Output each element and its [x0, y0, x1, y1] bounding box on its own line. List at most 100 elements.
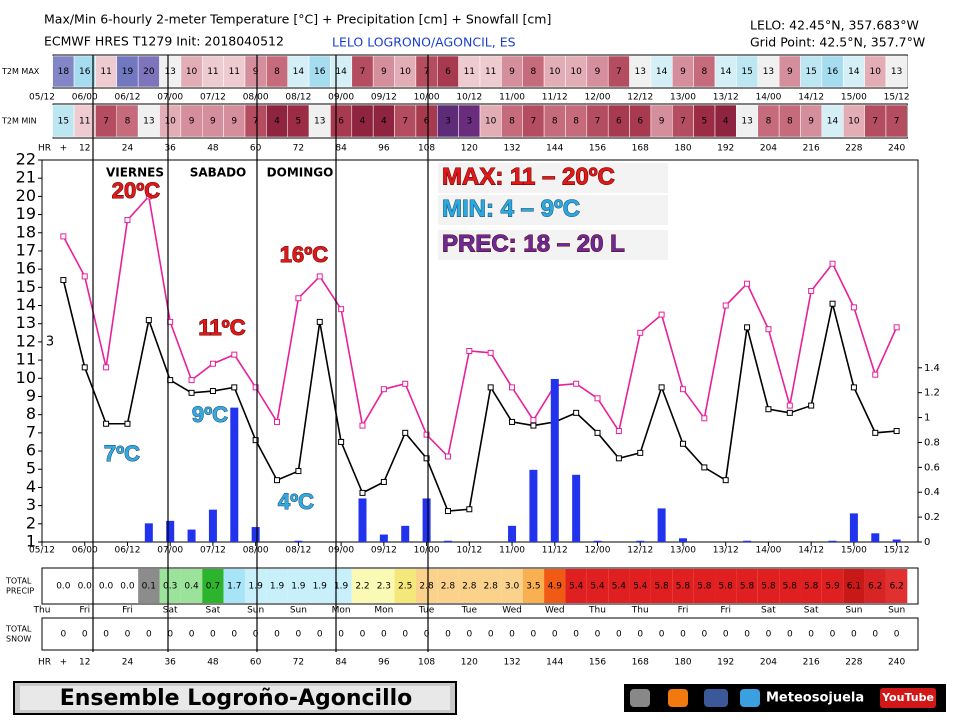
precip-bar	[892, 539, 901, 542]
point-marker	[722, 302, 729, 309]
point-marker	[786, 409, 793, 416]
date-label: 08/00	[243, 93, 269, 103]
cell-value: 6	[445, 67, 451, 77]
annotation: 20ºC	[112, 178, 161, 203]
cell-value: 13	[143, 117, 154, 127]
cell-value: 8	[509, 117, 515, 127]
day-label: Mon	[374, 606, 393, 616]
cell-value: 7	[253, 117, 259, 127]
y-tick-label: 11	[16, 350, 36, 369]
point-marker	[81, 273, 88, 280]
hr-tick-label: 36	[164, 658, 176, 668]
point-marker	[701, 464, 708, 471]
model: ECMWF HRES T1279 Init: 2018040512	[44, 34, 284, 49]
point-marker	[124, 420, 131, 427]
icon-blog	[668, 689, 688, 707]
precip-bar	[657, 508, 666, 542]
hr-tick-label: 204	[760, 658, 777, 668]
x-date-label: 10/12	[456, 546, 482, 556]
youtube-box	[880, 688, 936, 708]
x-date-label: 15/00	[841, 546, 867, 556]
cell-value: 9	[189, 117, 195, 127]
cell-value: 7	[872, 117, 878, 127]
x-date-label: 12/00	[585, 546, 611, 556]
cell	[608, 569, 630, 603]
hr-tick-label: 84	[335, 658, 347, 668]
precip-bar	[529, 469, 538, 542]
cell-value: 5.4	[612, 582, 627, 592]
x-date-label: 14/12	[798, 546, 824, 556]
cell-value: 5.8	[719, 582, 734, 592]
cell	[672, 569, 694, 603]
cell	[821, 569, 844, 603]
date-label: 14/00	[755, 93, 781, 103]
y-tick-label: 4	[26, 477, 36, 496]
hr-tick-label: 144	[546, 658, 563, 668]
cell-value: 0	[552, 630, 558, 640]
cell-value: 6	[424, 117, 430, 127]
annotation-shade	[438, 230, 668, 260]
y2-tick-label: 0.2	[924, 512, 940, 523]
point-marker	[487, 349, 494, 356]
cell	[159, 569, 181, 603]
x-date-label: 06/12	[114, 546, 140, 556]
cell	[202, 569, 224, 603]
cell-value: 0.0	[78, 582, 93, 592]
point-marker	[872, 429, 879, 436]
x-date-label: 11/12	[542, 546, 568, 556]
hr-tick-label: 156	[589, 658, 606, 668]
precip-bar	[572, 474, 581, 542]
cell-value: 11	[79, 117, 90, 127]
cell	[693, 569, 716, 603]
precip-bar	[422, 498, 431, 542]
precip-bar	[230, 407, 239, 542]
point-marker	[701, 415, 708, 422]
annotation: VIERNES	[106, 166, 164, 180]
point-marker	[509, 384, 516, 391]
point-marker	[423, 431, 430, 438]
row-label: T2M MIN	[1, 117, 37, 126]
precip-bar	[208, 509, 217, 542]
x-date-label: 14/00	[755, 546, 781, 556]
cell-value: 0	[680, 630, 686, 640]
cell-value: 14	[656, 67, 668, 77]
date-label: 09/12	[371, 93, 397, 103]
annotation: 9ºC	[192, 402, 228, 427]
precip-bar	[593, 540, 602, 542]
point-marker	[765, 406, 772, 413]
date-label: 10/12	[456, 93, 482, 103]
x-date-label: 08/12	[285, 546, 311, 556]
point-marker	[103, 420, 110, 427]
point-marker	[893, 324, 900, 331]
y-tick-label: 21	[16, 168, 36, 187]
cell-value: 0	[103, 630, 109, 640]
date-label: 15/00	[841, 93, 867, 103]
point-marker	[808, 287, 815, 294]
point-marker	[103, 364, 110, 371]
date-label: 12/12	[627, 93, 653, 103]
point-marker	[444, 453, 451, 460]
icon-camera	[630, 689, 650, 707]
cell-value: 0	[701, 630, 707, 640]
cell-value: 0	[894, 630, 900, 640]
cell-value: 9	[659, 117, 665, 127]
precip-bar	[144, 523, 153, 542]
cell-value: 16	[79, 67, 91, 77]
cell-value: 13	[164, 67, 175, 77]
cell-value: 0	[381, 630, 387, 640]
point-marker	[423, 455, 430, 462]
point-marker	[252, 384, 259, 391]
cell	[95, 569, 117, 603]
cell-value: 7	[595, 117, 601, 127]
cell	[715, 569, 737, 603]
point-marker	[188, 389, 195, 396]
y-tick-label: 12	[16, 331, 36, 350]
cell-value: 9	[381, 67, 387, 77]
cell	[180, 569, 203, 603]
annotation: 11ºC	[198, 315, 245, 340]
annotation: MAX: 11 – 20ºC	[442, 163, 615, 190]
cell-value: 7	[360, 67, 366, 77]
cell-value: 9	[808, 117, 814, 127]
cell-value: 0	[787, 630, 793, 640]
precip-bar	[294, 540, 303, 542]
